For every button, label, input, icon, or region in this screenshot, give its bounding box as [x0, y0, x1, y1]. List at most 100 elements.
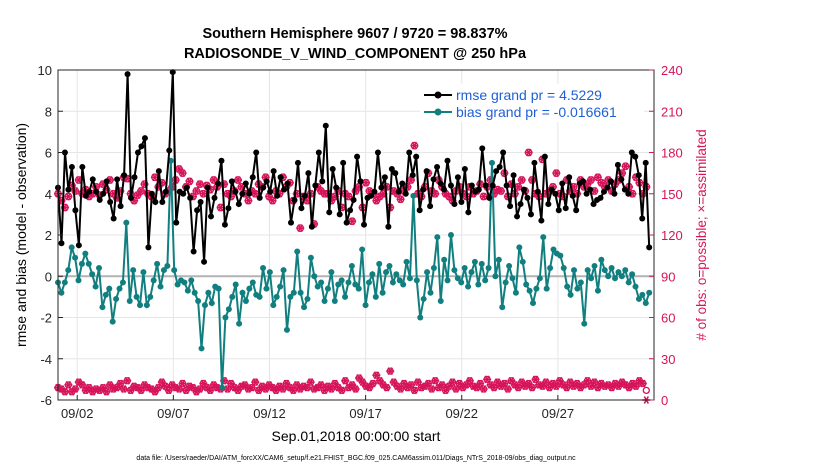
rmse-point	[350, 196, 357, 203]
rmse-point	[312, 182, 319, 189]
bias-point	[92, 283, 99, 290]
bias-point	[461, 265, 468, 271]
rmse-point	[367, 192, 374, 199]
y-tick-label-right: 180	[661, 146, 683, 161]
rmse-point	[378, 184, 385, 191]
rmse-point	[514, 213, 521, 220]
bias-point	[362, 302, 369, 309]
bias-point	[82, 250, 89, 257]
bias-point	[577, 279, 584, 286]
bias-point	[581, 320, 588, 327]
rmse-point	[169, 69, 176, 76]
bias-point	[205, 289, 212, 296]
bias-point	[547, 265, 554, 271]
rmse-point	[395, 188, 402, 195]
bias-point	[304, 295, 311, 302]
assimilated-obs-point	[192, 187, 201, 195]
bias-point	[290, 289, 297, 296]
rmse-point	[326, 209, 333, 216]
assimilated-obs-point	[268, 196, 277, 205]
bias-point	[239, 289, 246, 296]
bias-point	[280, 267, 287, 274]
y-tick-label-right: 60	[661, 311, 675, 326]
assimilated-obs-point	[524, 148, 533, 157]
rmse-point	[468, 182, 475, 189]
assimilated-obs-point	[552, 169, 561, 177]
rmse-point	[72, 207, 79, 214]
bias-point	[574, 285, 581, 292]
rmse-point	[409, 172, 416, 179]
bias-point	[119, 279, 126, 286]
bias-point	[273, 293, 280, 300]
rmse-point	[388, 166, 395, 172]
bias-point	[564, 283, 571, 290]
assimilated-obs-point	[137, 187, 146, 195]
bias-point	[386, 262, 393, 269]
rmse-point	[423, 168, 430, 175]
bias-point	[417, 314, 424, 321]
y-tick-label-right: 0	[661, 393, 668, 408]
bias-point	[447, 232, 454, 238]
rmse-point	[319, 178, 326, 185]
bias-point	[331, 298, 338, 304]
rmse-point	[486, 194, 493, 201]
rmse-point	[253, 149, 260, 156]
y-axis-right: 0 30 60 90 120 150 180 210 240	[649, 63, 683, 408]
rmse-point	[114, 176, 121, 183]
rmse-point	[458, 199, 465, 205]
bias-point	[242, 298, 249, 304]
rmse-point	[235, 201, 242, 208]
rmse-point	[496, 163, 503, 170]
assimilated-obs-point	[448, 378, 457, 386]
bias-point	[560, 265, 567, 271]
rmse-point	[287, 219, 294, 226]
rmse-point	[294, 159, 301, 166]
y-tick-label-right: 30	[661, 352, 675, 367]
assimilated-obs-point	[123, 376, 132, 385]
rmse-point	[197, 199, 204, 205]
rmse-point	[527, 211, 534, 218]
rmse-point	[155, 168, 162, 175]
bias-point	[109, 318, 116, 325]
bias-point	[424, 269, 431, 276]
bias-point	[434, 234, 441, 241]
rmse-point	[221, 221, 228, 228]
rmse-point	[399, 180, 406, 187]
chart-title: Southern Hemisphere 9607 / 9720 = 98.837…	[202, 26, 507, 42]
rmse-point	[166, 147, 173, 154]
assimilated-obs-point	[341, 376, 350, 385]
plot-area: 09/02 09/07 09/12 09/17 09/22 09/27 -6-4-2024…	[38, 63, 683, 421]
rmse-point	[228, 178, 235, 185]
bias-point	[471, 258, 478, 265]
bias-point	[629, 271, 636, 278]
rmse-point	[548, 186, 555, 193]
bias-point	[106, 285, 113, 292]
bias-point	[403, 258, 410, 265]
bias-point	[478, 260, 485, 267]
rmse-point	[621, 186, 628, 193]
bias-point	[123, 219, 130, 226]
rmse-point	[545, 201, 552, 208]
bias-point	[618, 273, 625, 280]
bias-point	[58, 289, 65, 296]
bias-point	[567, 291, 574, 298]
y-tick-label-right: 150	[661, 187, 683, 202]
bias-point	[232, 281, 239, 288]
rmse-point	[100, 190, 107, 197]
rmse-point	[103, 178, 110, 185]
bias-point	[499, 304, 506, 311]
bias-point	[208, 300, 215, 307]
bias-point	[301, 304, 308, 311]
bias-point	[338, 277, 345, 284]
bias-point	[430, 265, 437, 271]
bias-point	[85, 260, 92, 267]
bias-point	[594, 287, 601, 294]
rmse-point	[329, 166, 336, 172]
rmse-point	[500, 149, 507, 156]
rmse-point	[89, 176, 96, 183]
rmse-point	[559, 180, 566, 187]
assimilated-obs-point	[410, 141, 419, 150]
bias-point	[236, 320, 243, 327]
y-axis-label-right: # of obs: o=possible; ×=assimilated	[694, 129, 709, 340]
